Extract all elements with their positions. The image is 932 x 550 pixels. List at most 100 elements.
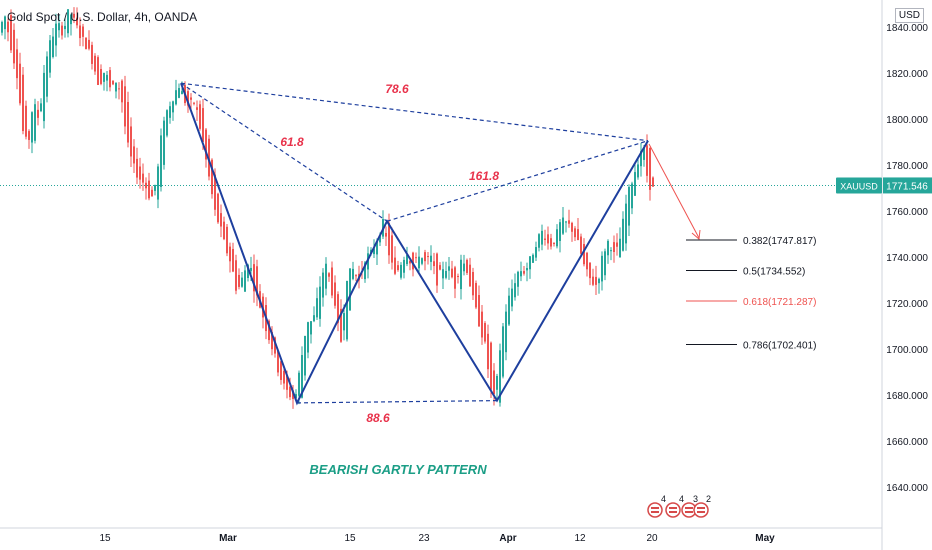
candle-body <box>343 313 345 331</box>
candle-body <box>241 277 243 287</box>
candle-body <box>277 350 279 373</box>
candle-body <box>43 72 45 122</box>
candle-body <box>388 222 390 256</box>
gartly-ratio-line <box>180 82 649 142</box>
candle-body <box>280 361 282 380</box>
candle-body <box>637 164 639 178</box>
flag-icon <box>665 502 681 518</box>
currency-label[interactable]: USD <box>894 8 924 23</box>
price-tag-symbol: XAUUSD <box>840 181 878 191</box>
candle-body <box>79 25 81 39</box>
fib-level-label: 0.786(1702.401) <box>743 340 816 351</box>
candle-body <box>496 375 498 390</box>
candle-body <box>574 228 576 238</box>
candle-body <box>232 248 234 272</box>
candle-body <box>610 250 612 252</box>
flag-icon-stripe <box>697 507 705 509</box>
plot-area <box>0 0 882 528</box>
candle-body <box>85 37 87 50</box>
candle-body <box>490 342 492 390</box>
y-tick-label: 1660.000 <box>886 437 928 448</box>
candle-body <box>520 271 522 277</box>
candle-body <box>214 174 216 210</box>
candle-body <box>16 49 18 79</box>
y-tick-label: 1700.000 <box>886 345 928 356</box>
candle-body <box>577 229 579 241</box>
candle-body <box>253 264 255 292</box>
candle-body <box>52 36 54 58</box>
candle-body <box>61 25 63 36</box>
candle-body <box>541 230 543 245</box>
y-tick-label: 1820.000 <box>886 69 928 80</box>
candle-body <box>73 13 75 18</box>
ratio-label: 161.8 <box>469 169 499 183</box>
event-count: 3 <box>693 494 698 504</box>
y-tick-label: 1720.000 <box>886 299 928 310</box>
candle-body <box>274 337 276 354</box>
candle-body <box>82 26 84 37</box>
candle-body <box>55 23 57 46</box>
candle-body <box>145 182 147 189</box>
candle-body <box>352 268 354 279</box>
candle-body <box>532 254 534 263</box>
x-tick-label: May <box>755 533 775 544</box>
candle-body <box>166 110 168 136</box>
candle-body <box>112 80 114 85</box>
candle-body <box>379 236 381 243</box>
candle-body <box>64 25 66 30</box>
candle-body <box>400 264 402 278</box>
candle-body <box>19 63 21 104</box>
candle-body <box>424 252 426 262</box>
candle-body <box>439 265 441 270</box>
candle-body <box>616 242 618 247</box>
candle-body <box>22 74 24 132</box>
candle-body <box>481 311 483 338</box>
candle-body <box>487 333 489 370</box>
candle-body <box>448 266 450 271</box>
candle-body <box>625 203 627 244</box>
candle-body <box>202 108 204 142</box>
candle-body <box>634 172 636 196</box>
candle-body <box>46 56 48 97</box>
event-count: 4 <box>661 494 666 504</box>
ratio-label: 88.6 <box>366 411 390 425</box>
candle-body <box>595 276 597 285</box>
candle-body <box>319 286 321 319</box>
candle-body <box>472 272 474 296</box>
candle-body <box>373 248 375 255</box>
candle-body <box>607 240 609 256</box>
candle-body <box>556 229 558 247</box>
candle-body <box>13 29 15 64</box>
candle-body <box>244 270 246 292</box>
candle-body <box>628 187 630 226</box>
candle-body <box>196 107 198 110</box>
candle-body <box>478 295 480 327</box>
candle-body <box>316 298 318 318</box>
candle-body <box>433 261 435 267</box>
projection-arrowhead <box>691 229 701 240</box>
candle-body <box>88 39 90 49</box>
candle-body <box>178 88 180 98</box>
candle-body <box>565 221 567 223</box>
candle-body <box>211 159 213 195</box>
candle-body <box>406 254 408 265</box>
candle-body <box>310 321 312 335</box>
candle-body <box>1 21 3 33</box>
candle-body <box>385 232 387 237</box>
candle-body <box>334 282 336 306</box>
candle-body <box>121 80 123 103</box>
candle-body <box>313 315 315 322</box>
candle-body <box>307 322 309 353</box>
candle-body <box>568 220 570 224</box>
flag-icon <box>647 502 663 518</box>
candle-body <box>70 14 72 25</box>
candle-body <box>460 259 462 290</box>
candle-body <box>445 270 447 278</box>
candle-body <box>256 266 258 296</box>
candle-body <box>589 262 591 279</box>
y-tick-label: 1740.000 <box>886 253 928 264</box>
event-icons <box>647 502 709 518</box>
candle-body <box>475 283 477 308</box>
